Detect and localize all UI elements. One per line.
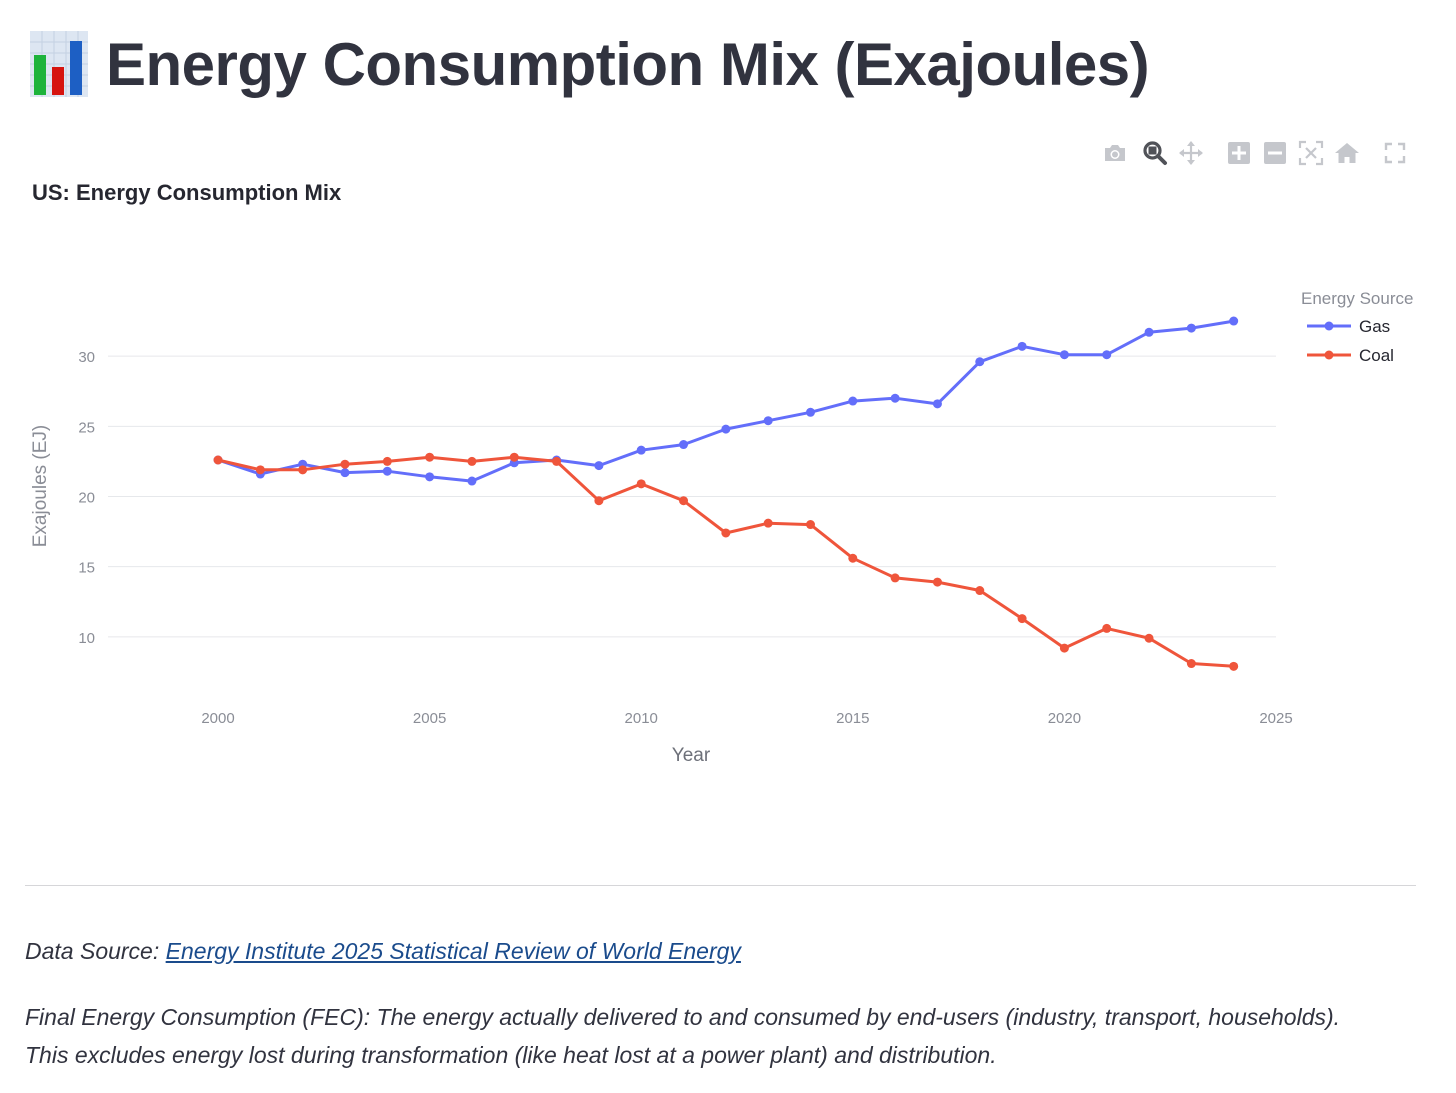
- data-point-coal[interactable]: [636, 479, 646, 489]
- data-point-coal[interactable]: [932, 577, 942, 587]
- x-axis-ticks: 2000 2005 2010 2015 2020 2025: [201, 710, 1292, 727]
- data-point-gas[interactable]: [636, 445, 646, 455]
- x-tick-label: 2015: [836, 710, 869, 727]
- data-point-coal[interactable]: [1144, 633, 1154, 643]
- legend-item-gas[interactable]: Gas: [1307, 317, 1390, 336]
- data-point-coal[interactable]: [1229, 661, 1239, 671]
- data-point-gas[interactable]: [1017, 341, 1027, 351]
- legend-item-coal[interactable]: Coal: [1307, 346, 1394, 365]
- x-tick-label: 2000: [201, 710, 234, 727]
- series-line-coal: [217, 455, 1234, 668]
- legend-title: Energy Source: [1301, 289, 1413, 308]
- data-point-gas[interactable]: [1059, 350, 1069, 360]
- reset-axes-icon[interactable]: [1334, 140, 1360, 166]
- y-tick-label: 25: [78, 419, 95, 436]
- autoscale-icon[interactable]: [1298, 140, 1324, 166]
- data-point-coal[interactable]: [340, 459, 350, 469]
- data-point-coal[interactable]: [213, 455, 223, 465]
- data-point-coal[interactable]: [1186, 659, 1196, 669]
- series: [213, 316, 1239, 671]
- chart-modebar: [1102, 140, 1408, 166]
- series-coal: [213, 452, 1239, 671]
- data-point-coal[interactable]: [890, 573, 900, 583]
- fullscreen-icon[interactable]: [1382, 140, 1408, 166]
- data-point-gas[interactable]: [1102, 350, 1112, 360]
- data-point-coal[interactable]: [1059, 643, 1069, 653]
- page-title: Energy Consumption Mix (Exajoules): [106, 30, 1150, 98]
- data-point-coal[interactable]: [255, 465, 265, 475]
- y-tick-label: 30: [78, 349, 95, 366]
- y-tick-label: 20: [78, 489, 95, 506]
- data-point-coal[interactable]: [679, 496, 689, 506]
- data-point-gas[interactable]: [679, 440, 689, 450]
- zoom-out-icon[interactable]: [1262, 140, 1288, 166]
- y-tick-label: 15: [78, 560, 95, 577]
- data-source-prefix: Data Source:: [25, 938, 166, 964]
- bar-chart-icon: [30, 31, 88, 97]
- page-header: Energy Consumption Mix (Exajoules): [30, 22, 1150, 106]
- data-source: Data Source: Energy Institute 2025 Stati…: [25, 938, 741, 965]
- x-tick-label: 2010: [625, 710, 658, 727]
- y-axis-ticks: 10 15 20 25 30: [78, 349, 95, 647]
- data-point-gas[interactable]: [805, 407, 815, 417]
- data-point-coal[interactable]: [552, 456, 562, 466]
- data-point-coal[interactable]: [848, 553, 858, 563]
- divider: [25, 885, 1416, 886]
- data-point-gas[interactable]: [721, 424, 731, 434]
- data-point-gas[interactable]: [382, 466, 392, 476]
- data-point-coal[interactable]: [1017, 614, 1027, 624]
- y-tick-label: 10: [78, 630, 95, 647]
- legend-label: Gas: [1359, 317, 1390, 336]
- legend: Energy Source Gas Coal: [1301, 289, 1413, 365]
- data-point-gas[interactable]: [594, 461, 604, 471]
- x-axis-label: Year: [672, 745, 711, 766]
- data-point-gas[interactable]: [425, 472, 435, 482]
- zoom-in-icon[interactable]: [1226, 140, 1252, 166]
- data-point-coal[interactable]: [509, 452, 519, 462]
- legend-swatch-marker: [1324, 321, 1334, 331]
- data-point-coal[interactable]: [975, 586, 985, 596]
- data-source-link[interactable]: Energy Institute 2025 Statistical Review…: [165, 938, 741, 964]
- data-point-gas[interactable]: [1186, 323, 1196, 333]
- data-point-coal[interactable]: [467, 456, 477, 466]
- legend-swatch-marker: [1324, 350, 1334, 360]
- description: Final Energy Consumption (FEC): The ener…: [25, 1004, 1341, 1068]
- data-point-gas[interactable]: [932, 399, 942, 409]
- data-point-coal[interactable]: [425, 452, 435, 462]
- x-tick-label: 2025: [1259, 710, 1292, 727]
- data-point-coal[interactable]: [763, 518, 773, 528]
- series-line-gas: [217, 319, 1234, 483]
- data-point-gas[interactable]: [340, 468, 350, 478]
- chart-title: US: Energy Consumption Mix: [32, 180, 342, 205]
- data-point-gas[interactable]: [1229, 316, 1239, 326]
- data-point-gas[interactable]: [763, 416, 773, 426]
- data-point-gas[interactable]: [848, 396, 858, 406]
- data-point-gas[interactable]: [890, 393, 900, 403]
- data-point-coal[interactable]: [594, 496, 604, 506]
- gridlines: [108, 355, 1276, 638]
- data-point-coal[interactable]: [721, 528, 731, 538]
- data-point-coal[interactable]: [1102, 623, 1112, 633]
- data-point-coal[interactable]: [298, 465, 308, 475]
- data-point-gas[interactable]: [467, 476, 477, 486]
- data-point-gas[interactable]: [1144, 327, 1154, 337]
- data-point-coal[interactable]: [382, 456, 392, 466]
- x-tick-label: 2005: [413, 710, 446, 727]
- y-axis-label: Exajoules (EJ): [30, 425, 51, 548]
- x-tick-label: 2020: [1048, 710, 1081, 727]
- zoom-icon[interactable]: [1142, 140, 1168, 166]
- camera-icon[interactable]: [1102, 140, 1128, 166]
- series-gas: [213, 316, 1239, 486]
- legend-label: Coal: [1359, 346, 1394, 365]
- data-point-coal[interactable]: [805, 520, 815, 530]
- pan-icon[interactable]: [1178, 140, 1204, 166]
- data-point-gas[interactable]: [975, 357, 985, 367]
